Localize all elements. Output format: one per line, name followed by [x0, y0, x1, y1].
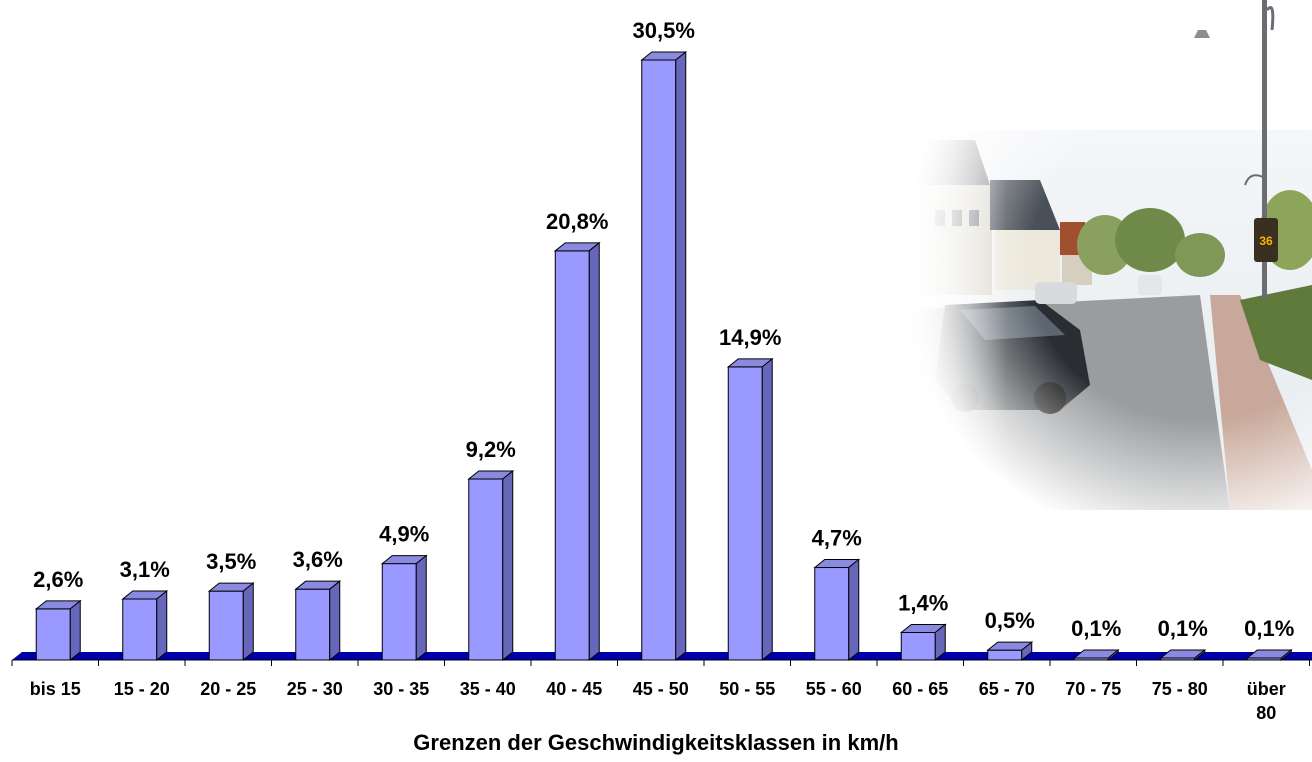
bar [380, 554, 428, 662]
bar [1245, 648, 1293, 662]
x-tick-label: 65 - 70 [979, 679, 1035, 699]
bars-group [11, 50, 1312, 666]
bar [640, 50, 688, 662]
x-tick-label: 15 - 20 [114, 679, 170, 699]
x-tick-label: 50 - 55 [719, 679, 775, 699]
bar [899, 623, 947, 662]
value-label: 9,2% [466, 437, 516, 462]
bar-front [468, 478, 504, 661]
bar [121, 589, 169, 662]
x-tick-label: 45 - 50 [633, 679, 689, 699]
value-label: 2,6% [33, 567, 83, 592]
bar-side [156, 589, 168, 662]
value-label: 0,1% [1071, 616, 1121, 641]
value-label: 3,1% [120, 557, 170, 582]
bar [1159, 648, 1207, 662]
value-label: 0,1% [1158, 616, 1208, 641]
bar-side [848, 558, 860, 662]
bar-side [329, 580, 341, 662]
bar-side [242, 582, 254, 662]
bar [986, 641, 1034, 662]
bar [1072, 648, 1120, 662]
value-label: 0,5% [985, 608, 1035, 633]
bar-front [727, 366, 763, 661]
x-tick-label: bis 15 [30, 679, 81, 699]
value-label: 3,5% [206, 549, 256, 574]
value-label: 1,4% [898, 590, 948, 615]
bar-side [415, 554, 427, 662]
value-label: 14,9% [719, 325, 781, 350]
value-label: 20,8% [546, 209, 608, 234]
x-tick-label: 75 - 80 [1152, 679, 1208, 699]
bar [294, 580, 342, 662]
bar-side [1021, 641, 1033, 662]
value-label: 4,7% [812, 526, 862, 551]
bar [813, 558, 861, 662]
x-tick-labels-group: bis 15 15 - 20 20 - 25 25 - 30 30 - 35 35 - 4… [30, 679, 1286, 723]
bar-front [554, 250, 590, 661]
bar-front [641, 59, 677, 661]
value-label: 0,1% [1244, 616, 1294, 641]
x-tick-label: 20 - 25 [200, 679, 256, 699]
bar-front [987, 649, 1023, 661]
bar [34, 599, 82, 662]
x-axis-title: Grenzen der Geschwindigkeitsklassen in k… [413, 730, 899, 755]
street-photo: 36 [905, 0, 1312, 510]
bar-front [35, 608, 71, 661]
bar-side [588, 241, 600, 662]
x-tick-label: 70 - 75 [1065, 679, 1121, 699]
x-tick-label: 55 - 60 [806, 679, 862, 699]
bar-side [1280, 648, 1292, 662]
bar-side [934, 623, 946, 662]
bar-side [1107, 648, 1119, 662]
bar [207, 582, 255, 662]
x-tick-label: über 80 [1247, 679, 1286, 723]
bar-side [69, 599, 81, 662]
x-tick-label: 40 - 45 [546, 679, 602, 699]
bar-front [900, 631, 936, 661]
value-label: 30,5% [633, 18, 695, 43]
bar-side [502, 469, 514, 662]
bar-side [761, 357, 773, 662]
bar [553, 241, 601, 662]
bar-front [122, 598, 158, 661]
bar-front [814, 567, 850, 661]
bar [726, 357, 774, 662]
value-label: 4,9% [379, 522, 429, 547]
x-tick-label: 30 - 35 [373, 679, 429, 699]
bar-front [208, 590, 244, 661]
bar-front [381, 563, 417, 661]
x-tick-label: 35 - 40 [460, 679, 516, 699]
value-label: 3,6% [293, 547, 343, 572]
bar-side [675, 50, 687, 662]
bar-front [295, 588, 331, 661]
x-tick-label: 60 - 65 [892, 679, 948, 699]
bar-side [1194, 648, 1206, 662]
x-tick-label: 25 - 30 [287, 679, 343, 699]
bar [467, 469, 515, 662]
value-labels-group: 2,6% 3,1% 3,5% 3,6% 4,9% 9,2% 20,8% 30,5% 14,9% 4… [33, 18, 1294, 641]
